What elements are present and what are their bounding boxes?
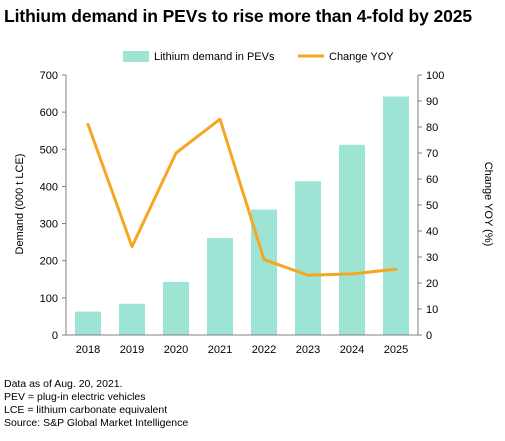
x-tick-label-2019: 2019 xyxy=(120,344,144,356)
y-right-tick-label: 0 xyxy=(426,330,432,342)
legend: Lithium demand in PEVs Change YOY xyxy=(123,51,394,63)
y-left-tick-label: 300 xyxy=(40,219,58,231)
bar-2024 xyxy=(339,144,365,335)
y-right-tick-label: 70 xyxy=(426,148,438,160)
y-right-tick-label: 30 xyxy=(426,252,438,264)
y-left-tick-label: 100 xyxy=(40,293,58,305)
bar-2020 xyxy=(163,281,189,335)
bar-2023 xyxy=(295,181,321,335)
y-right-tick-label: 20 xyxy=(426,278,438,290)
notes: Data as of Aug. 20, 2021. PEV = plug-in … xyxy=(4,378,188,430)
y-right-tick-label: 10 xyxy=(426,304,438,316)
bar-2019 xyxy=(119,303,145,335)
x-tick-label-2018: 2018 xyxy=(76,344,100,356)
note-source: Source: S&P Global Market Intelligence xyxy=(4,417,189,429)
y-right-tick-label: 60 xyxy=(426,174,438,186)
x-tick-label-2022: 2022 xyxy=(252,344,276,356)
y-left-tick-label: 600 xyxy=(40,107,58,119)
note-pev: PEV = plug-in electric vehicles xyxy=(4,391,146,403)
y-right-tick-label: 40 xyxy=(426,226,438,238)
x-tick-label-2025: 2025 xyxy=(384,344,408,356)
y-right-tick-label: 80 xyxy=(426,122,438,134)
x-tick-label-2020: 2020 xyxy=(164,344,188,356)
note-lce: LCE = lithium carbonate equivalent xyxy=(4,404,168,416)
x-tick-label-2024: 2024 xyxy=(340,344,364,356)
note-date: Data as of Aug. 20, 2021. xyxy=(4,378,123,390)
y-axis-right-label: Change YOY (%) xyxy=(482,162,494,247)
legend-label-line: Change YOY xyxy=(329,51,394,63)
plot-area: 0 100 200 300 400 500 600 700 0 10 20 30 40 50 60 70 80 9… xyxy=(40,70,445,356)
bar-2018 xyxy=(75,311,101,335)
y-left-tick-label: 500 xyxy=(40,144,58,156)
y-right-tick-label: 50 xyxy=(426,200,438,212)
x-tick-label-2021: 2021 xyxy=(208,344,232,356)
line-change-yoy xyxy=(86,117,398,277)
y-left-tick-label: 0 xyxy=(52,330,58,342)
chart-title: Lithium demand in PEVs to rise more than… xyxy=(4,6,473,26)
legend-swatch-bar xyxy=(123,51,149,62)
y-left-tick-label: 400 xyxy=(40,181,58,193)
x-tick-label-2023: 2023 xyxy=(296,344,320,356)
bar-2025 xyxy=(383,96,409,335)
y-left-tick-label: 200 xyxy=(40,256,58,268)
y-axis-left-label: Demand (000 t LCE) xyxy=(14,154,26,255)
y-right-tick-label: 90 xyxy=(426,96,438,108)
legend-label-bar: Lithium demand in PEVs xyxy=(154,51,275,63)
bar-2021 xyxy=(207,238,233,335)
chart: Lithium demand in PEVs Change YOY Demand… xyxy=(14,51,494,356)
y-right-tick-label: 100 xyxy=(426,70,444,82)
y-left-tick-label: 700 xyxy=(40,70,58,82)
